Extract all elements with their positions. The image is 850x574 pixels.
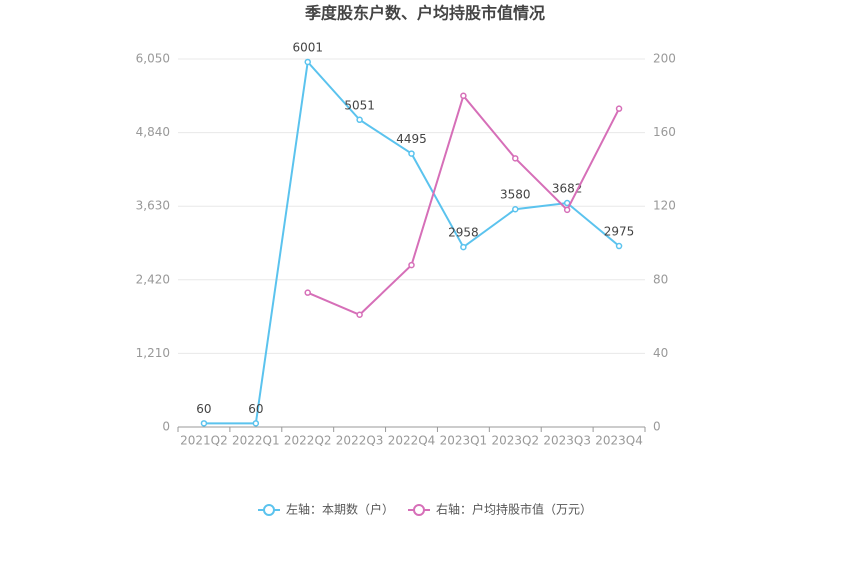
legend-marker	[263, 504, 275, 516]
data-label: 3580	[500, 188, 531, 202]
point	[356, 116, 363, 124]
x-tick-label: 2023Q4	[595, 434, 643, 448]
y-tick-label: 3,630	[136, 199, 170, 213]
x-tick-label: 2021Q2	[180, 434, 228, 448]
y-tick-label: 2,420	[136, 272, 170, 286]
point	[408, 150, 415, 157]
x-tick-label: 2022Q3	[336, 434, 384, 448]
y-tick-label: 6,050	[136, 52, 170, 66]
series-line	[307, 93, 620, 316]
legend-label: 左轴：本期数（户）	[286, 502, 394, 517]
y2-tick-label: 40	[653, 346, 668, 360]
chart-title: 季度股东户数、户均持股市值情况	[304, 4, 545, 23]
data-label: 4495	[396, 132, 427, 146]
x-tick-label: 2023Q2	[491, 434, 539, 448]
point	[460, 243, 467, 251]
x-tick-label: 2023Q1	[440, 434, 488, 448]
data-label: 2958	[448, 226, 479, 240]
y-tick-label: 0	[162, 420, 170, 434]
y2-tick-label: 160	[653, 125, 676, 139]
point	[512, 155, 519, 162]
y-tick-label: 4,840	[136, 125, 170, 139]
x-tick-label: 2022Q2	[284, 434, 332, 448]
data-label: 6001	[292, 40, 323, 54]
y-tick-label: 1,210	[136, 346, 170, 360]
point	[356, 311, 363, 319]
data-label: 60	[248, 402, 263, 416]
point	[615, 242, 623, 250]
point	[408, 261, 415, 269]
series-line	[203, 59, 620, 425]
y2-tick-label: 200	[653, 52, 676, 66]
data-label: 2975	[604, 225, 635, 239]
data-label: 3682	[552, 182, 583, 196]
point	[200, 420, 208, 427]
point	[252, 420, 260, 427]
point	[512, 205, 519, 213]
point	[304, 58, 311, 66]
point	[563, 206, 571, 214]
legend-marker	[413, 504, 425, 516]
y2-tick-label: 80	[653, 272, 668, 286]
x-tick-label: 2022Q4	[388, 434, 436, 448]
legend-label: 右轴：户均持股市值（万元）	[436, 502, 592, 517]
data-label: 5051	[344, 98, 375, 112]
y2-tick-label: 120	[653, 199, 676, 213]
point	[615, 105, 623, 112]
point	[460, 92, 467, 100]
x-tick-label: 2022Q1	[232, 434, 280, 448]
x-tick-label: 2023Q3	[543, 434, 591, 448]
y2-tick-label: 0	[653, 420, 661, 434]
data-label: 60	[196, 402, 211, 416]
point	[304, 289, 311, 296]
